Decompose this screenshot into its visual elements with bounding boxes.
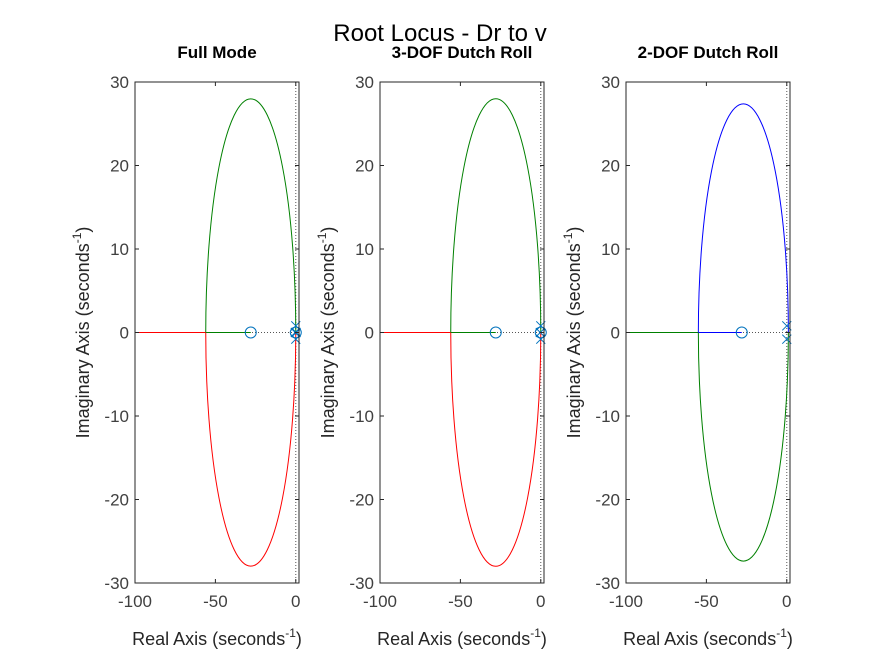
x-tick-label: 0 [536,592,545,611]
y-tick-label: 20 [355,157,374,176]
y-tick-label: -30 [349,574,374,593]
y-tick-label: -10 [349,407,374,426]
y-axis-label: Imaginary Axis (seconds-1) [561,227,584,439]
y-tick-label: 30 [110,73,129,92]
y-tick-label: 30 [601,73,620,92]
y-axis-label-close: ) [318,227,338,233]
y-tick-label: -30 [104,574,129,593]
figure-title: Root Locus - Dr to v [333,20,546,47]
y-axis-label-sup: -1 [70,232,84,243]
locus-upper-branch [450,98,542,333]
x-axis-label: Real Axis (seconds-1) [132,626,302,649]
x-tick-label: -50 [448,592,473,611]
y-tick-label: 0 [611,324,620,343]
x-tick-label: -50 [694,592,719,611]
x-tick-label: 0 [782,592,791,611]
y-tick-label: -20 [104,491,129,510]
x-axis-label-main: Real Axis (seconds [132,629,285,649]
panel-title: 3-DOF Dutch Roll [392,43,533,62]
x-axis-label: Real Axis (seconds-1) [377,626,547,649]
zero-marker [534,326,547,339]
x-tick-label: -100 [609,592,643,611]
y-tick-label: -10 [595,407,620,426]
x-axis-label-close: ) [787,629,793,649]
locus-lower-branch [205,332,297,567]
y-tick-label: 10 [355,240,374,259]
y-tick-label: 0 [365,324,374,343]
y-tick-label: 30 [355,73,374,92]
x-tick-label: 0 [291,592,300,611]
y-tick-label: 10 [110,240,129,259]
y-tick-label: 10 [601,240,620,259]
y-tick-label: 20 [110,157,129,176]
zero-marker [289,326,302,339]
x-axis-label-sup: -1 [776,626,787,640]
y-axis-label: Imaginary Axis (seconds-1) [315,227,338,439]
y-axis-label-sup: -1 [315,232,329,243]
x-tick-label: -50 [203,592,228,611]
locus-upper-branch [697,103,789,333]
y-tick-label: 20 [601,157,620,176]
y-tick-label: -20 [595,491,620,510]
zero-marker [244,326,257,339]
y-axis-label-main: Imaginary Axis (seconds [564,243,584,438]
y-axis-label-main: Imaginary Axis (seconds [318,243,338,438]
y-axis-label-close: ) [73,227,93,233]
y-axis-label-close: ) [564,227,584,233]
y-tick-label: -20 [349,491,374,510]
y-axis-label: Imaginary Axis (seconds-1) [70,227,93,439]
zero-marker [735,326,748,339]
x-axis-label-close: ) [296,629,302,649]
locus-lower-branch [697,332,789,562]
locus-lower-branch [450,332,542,567]
x-axis-label: Real Axis (seconds-1) [623,626,793,649]
y-axis-label-sup: -1 [561,232,575,243]
locus-upper-branch [205,98,297,333]
x-axis-label-sup: -1 [285,626,296,640]
x-axis-label-sup: -1 [530,626,541,640]
zero-marker [489,326,502,339]
x-tick-label: -100 [118,592,152,611]
panel-title: 2-DOF Dutch Roll [638,43,779,62]
y-tick-label: 0 [120,324,129,343]
x-tick-label: -100 [363,592,397,611]
x-axis-label-main: Real Axis (seconds [623,629,776,649]
y-tick-label: -10 [104,407,129,426]
x-axis-label-close: ) [541,629,547,649]
y-tick-label: -30 [595,574,620,593]
panel-title: Full Mode [177,43,256,62]
x-axis-label-main: Real Axis (seconds [377,629,530,649]
y-axis-label-main: Imaginary Axis (seconds [73,243,93,438]
